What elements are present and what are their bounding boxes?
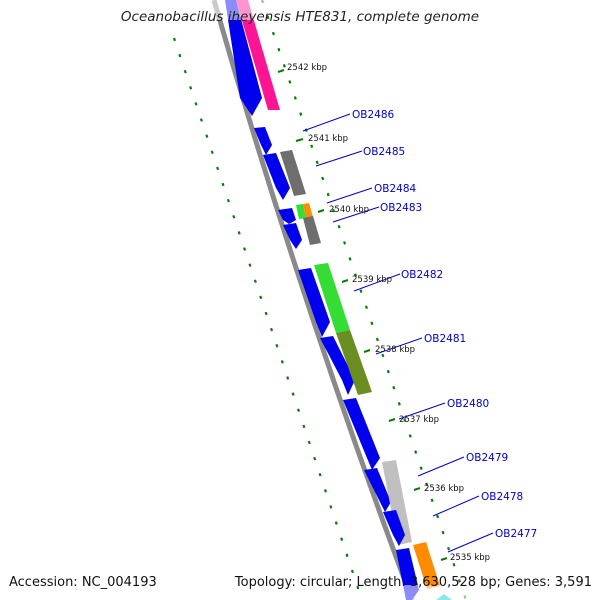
scale-label: 2540 kbp xyxy=(329,205,369,215)
gene-label-ob2483[interactable]: OB2483 xyxy=(380,202,422,214)
cds-top-wash xyxy=(205,0,265,20)
cds-bottom-wash xyxy=(380,585,470,600)
scale-tick xyxy=(413,487,421,491)
cds-ob2481[interactable] xyxy=(320,336,355,395)
cds-ob2485-grey[interactable] xyxy=(280,150,306,196)
scale-tick xyxy=(440,557,448,561)
gene-label-ob2485[interactable]: OB2485 xyxy=(363,146,405,158)
gene-label-ob2479[interactable]: OB2479 xyxy=(466,452,508,464)
cds-ob2479[interactable] xyxy=(364,468,391,512)
scale-label: 2538 kbp xyxy=(375,345,415,355)
scale-label: 2537 kbp xyxy=(399,415,439,425)
leader-ob2479 xyxy=(417,456,465,477)
cds-ob2486[interactable] xyxy=(254,127,272,155)
cds-ob2481-olive[interactable] xyxy=(336,330,372,395)
tick-ring-inner xyxy=(172,37,364,600)
scale-label: 2535 kbp xyxy=(450,553,490,563)
leader-ob2486 xyxy=(302,113,351,132)
cds-ob2482[interactable] xyxy=(298,268,330,337)
cds-top-partial xyxy=(225,0,262,116)
accession-text: Accession: NC_004193 xyxy=(9,575,157,590)
gene-label-ob2478[interactable]: OB2478 xyxy=(481,491,523,503)
map-title: Oceanobacillus iheyensis HTE831, complet… xyxy=(120,9,480,25)
cds-ob2484[interactable] xyxy=(278,208,296,224)
leader-ob2477 xyxy=(447,532,494,553)
cds-ob2479-silver[interactable] xyxy=(382,460,412,545)
scale-tick xyxy=(277,69,285,73)
leader-ob2485 xyxy=(315,150,363,167)
scale-label: 2541 kbp xyxy=(308,134,348,144)
cds-top-magenta xyxy=(236,0,280,110)
leader-ob2480 xyxy=(398,402,446,420)
gene-label-ob2482[interactable]: OB2482 xyxy=(401,269,443,281)
scale-label: 2539 kbp xyxy=(352,275,392,285)
cds-ob2483-grey[interactable] xyxy=(303,216,321,245)
scale-label: 2536 kbp xyxy=(424,484,464,494)
cds-ob2485[interactable] xyxy=(263,153,290,200)
topology-text: Topology: circular; Length: 3,630,528 bp… xyxy=(234,575,592,590)
gene-label-ob2480[interactable]: OB2480 xyxy=(447,398,489,410)
scale-tick xyxy=(317,209,325,213)
leader-ob2483 xyxy=(332,206,380,223)
cds-ob2484-orange[interactable] xyxy=(303,203,313,218)
scale-tick xyxy=(363,349,371,353)
cds-ob2482-green[interactable] xyxy=(314,263,350,333)
gene-label-ob2481[interactable]: OB2481 xyxy=(424,333,466,345)
gene-label-ob2484[interactable]: OB2484 xyxy=(374,183,417,195)
cds-ob2483[interactable] xyxy=(283,223,302,249)
cds-ob2477-orange[interactable] xyxy=(413,542,440,589)
cds-ob2478[interactable] xyxy=(383,510,405,546)
gene-label-ob2477[interactable]: OB2477 xyxy=(495,528,537,540)
scale-label: 2542 kbp xyxy=(287,63,327,73)
leader-ob2481 xyxy=(375,337,423,355)
scale-tick xyxy=(388,418,396,422)
scale-tick xyxy=(341,279,349,283)
cds-ob2484-green[interactable] xyxy=(296,204,306,219)
leader-ob2484 xyxy=(326,187,373,204)
scale-tick xyxy=(295,138,304,142)
cds-ob2480[interactable] xyxy=(343,398,380,470)
leader-ob2478 xyxy=(432,495,480,517)
gene-label-ob2486[interactable]: OB2486 xyxy=(352,109,395,121)
leader-ob2482 xyxy=(353,273,401,292)
tick-ring-outer xyxy=(260,0,468,600)
